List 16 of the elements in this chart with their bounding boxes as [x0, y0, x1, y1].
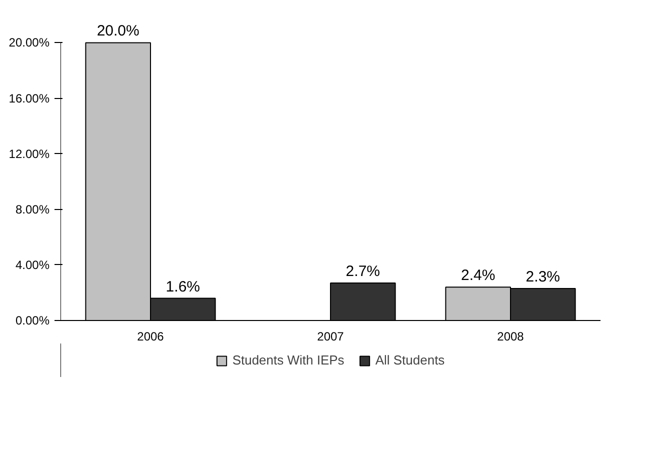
x-tick-label: 2007 [317, 330, 344, 344]
x-tick-label: 2006 [137, 330, 164, 344]
y-tick-label: 0.00% [15, 314, 50, 328]
data-label: 20.0% [96, 22, 140, 40]
data-label: 2.3% [526, 268, 560, 286]
y-tick-label: 4.00% [15, 258, 50, 272]
legend-label: All Students [375, 352, 445, 368]
legend-label: Students With IEPs [232, 352, 344, 368]
data-label: 1.6% [166, 278, 200, 296]
data-label: 2.4% [461, 267, 496, 284]
y-tick-label: 16.00% [8, 91, 50, 106]
y-tick-label: 20.00% [8, 36, 50, 50]
y-tick-label: 8.00% [15, 202, 50, 216]
data-label: 2.7% [346, 263, 380, 280]
y-tick-label: 12.00% [8, 146, 50, 161]
x-tick-label: 2008 [497, 330, 524, 344]
